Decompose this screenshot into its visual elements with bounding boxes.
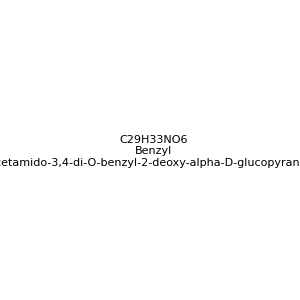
Text: C29H33NO6
Benzyl 2-acetamido-3,4-di-O-benzyl-2-deoxy-alpha-D-glucopyranoside: C29H33NO6 Benzyl 2-acetamido-3,4-di-O-be… xyxy=(0,135,300,168)
